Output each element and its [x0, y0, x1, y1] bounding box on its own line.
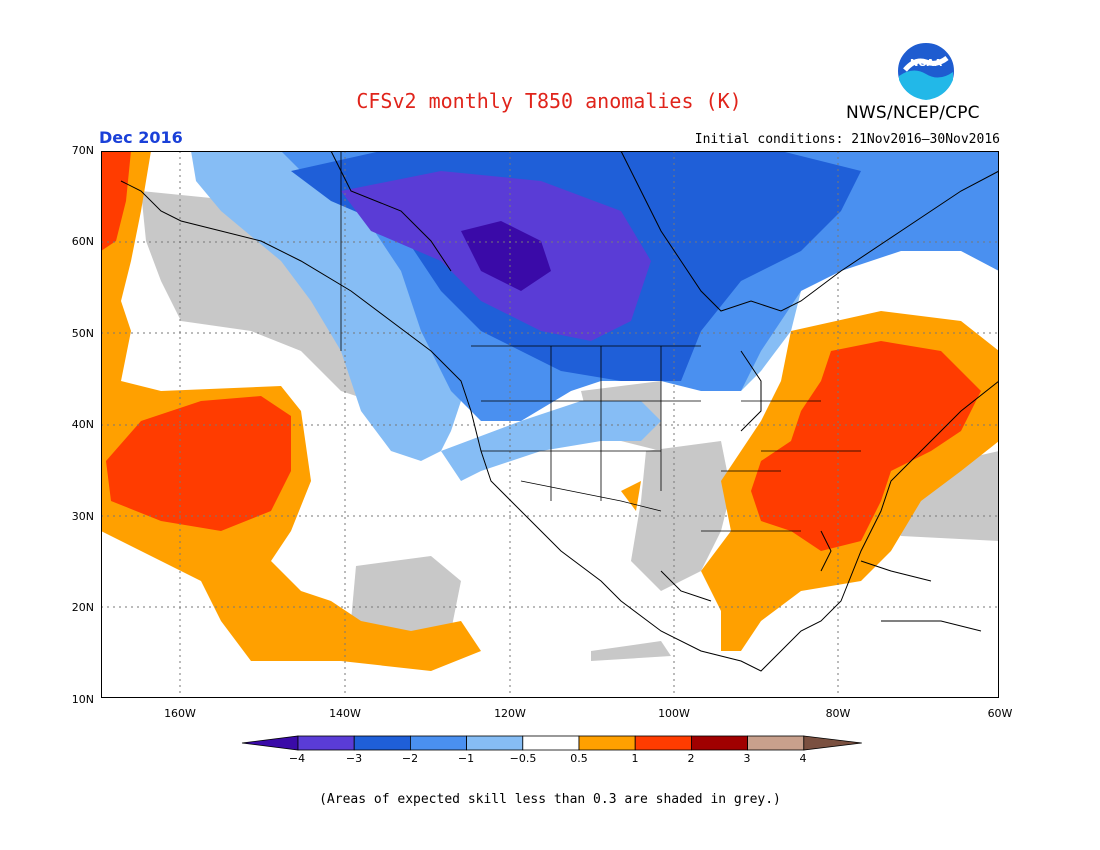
colorbar-arrow-low — [241, 735, 299, 751]
colorbar-label: −4 — [288, 752, 306, 765]
colorbar-label: 3 — [743, 752, 751, 765]
colorbar-swatch — [634, 735, 692, 751]
colorbar-swatch — [409, 735, 467, 751]
lat-lon-grid — [101, 151, 999, 698]
colorbar-swatch — [690, 735, 748, 751]
svg-text:NOAA: NOAA — [910, 58, 942, 69]
lat-label: 50N — [71, 327, 94, 340]
lon-label: 60W — [987, 707, 1013, 720]
lat-label: 10N — [71, 693, 94, 706]
anomaly-red — [101, 151, 981, 551]
lon-label: 100W — [658, 707, 690, 720]
colorbar-label: −1 — [457, 752, 475, 765]
colorbar-swatch — [297, 735, 355, 751]
lat-label: 20N — [71, 601, 94, 614]
lat-label: 60N — [71, 235, 94, 248]
noaa-logo-icon: NOAA — [896, 41, 956, 101]
lon-label: 120W — [494, 707, 526, 720]
agency-label: NWS/NCEP/CPC — [846, 103, 980, 123]
colorbar-swatch — [747, 735, 805, 751]
lat-label: 70N — [71, 144, 94, 157]
colorbar-label: −2 — [401, 752, 419, 765]
lon-label: 140W — [329, 707, 361, 720]
colorbar-swatch — [522, 735, 580, 751]
coastlines — [120, 151, 999, 672]
lat-label: 30N — [71, 510, 94, 523]
initial-conditions: Initial conditions: 21Nov2016–30Nov2016 — [694, 132, 1000, 147]
footnote: (Areas of expected skill less than 0.3 a… — [319, 792, 781, 807]
colorbar-label: 4 — [799, 752, 807, 765]
lon-label: 160W — [164, 707, 196, 720]
colorbar-label: −0.5 — [509, 752, 537, 765]
anomaly-indigo — [461, 221, 551, 291]
colorbar-swatch — [578, 735, 636, 751]
lat-label: 40N — [71, 418, 94, 431]
borders — [340, 151, 861, 532]
colorbar-swatch — [466, 735, 524, 751]
colorbar-label: 1 — [631, 752, 639, 765]
colorbar — [241, 735, 862, 751]
colorbar-label: 2 — [687, 752, 695, 765]
anomaly-map — [101, 151, 999, 698]
colorbar-arrow-high — [803, 735, 862, 751]
forecast-period: Dec 2016 — [99, 128, 183, 147]
colorbar-label: 0.5 — [570, 752, 588, 765]
colorbar-label: −3 — [345, 752, 363, 765]
colorbar-swatch — [353, 735, 411, 751]
lon-label: 80W — [825, 707, 851, 720]
page-title: CFSv2 monthly T850 anomalies (K) — [356, 89, 742, 113]
